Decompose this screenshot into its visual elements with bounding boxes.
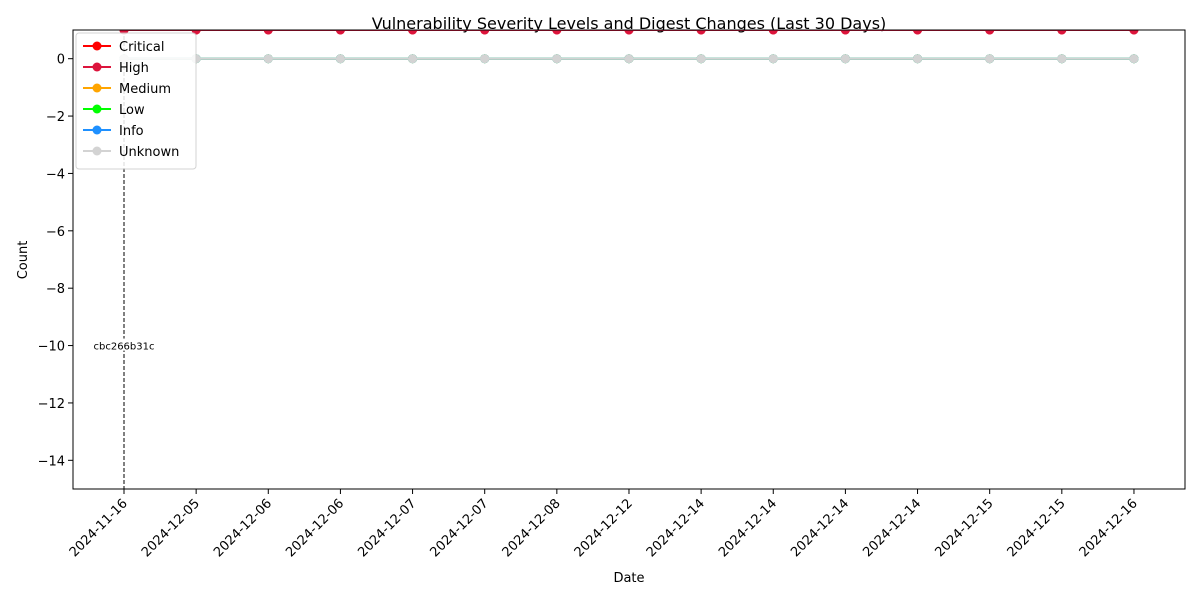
data-point-high xyxy=(985,30,995,35)
x-tick-label: 2024-11-16 xyxy=(67,496,131,560)
data-point-high xyxy=(263,30,273,35)
data-point-unknown xyxy=(840,54,850,64)
x-tick-label: 2024-12-14 xyxy=(788,496,852,560)
y-tick-label: −14 xyxy=(38,454,65,469)
x-tick-label: 2024-12-12 xyxy=(572,496,636,560)
data-point-high xyxy=(696,30,706,35)
x-tick-label: 2024-12-14 xyxy=(860,496,924,560)
data-point-high xyxy=(1129,30,1139,35)
data-point-unknown xyxy=(768,54,778,64)
y-tick-label: 0 xyxy=(57,53,65,68)
data-point-high xyxy=(1057,30,1067,35)
data-point-high xyxy=(840,30,850,35)
y-tick-label: −6 xyxy=(46,225,65,240)
legend-swatch-marker-high xyxy=(92,62,102,72)
legend-swatch-marker-medium xyxy=(92,83,102,93)
x-axis-label: Date xyxy=(613,571,644,586)
data-point-unknown xyxy=(1057,54,1067,64)
data-point-high xyxy=(913,30,923,35)
plot-frame xyxy=(72,29,1186,490)
data-point-unknown xyxy=(408,54,418,64)
chart-title: Vulnerability Severity Levels and Digest… xyxy=(372,14,887,33)
data-point-unknown xyxy=(985,54,995,64)
x-tick-label: 2024-12-07 xyxy=(427,496,491,560)
legend-swatch-marker-info xyxy=(92,125,102,135)
y-tick-label: −10 xyxy=(38,340,65,355)
data-point-high xyxy=(552,30,562,35)
data-point-unknown xyxy=(696,54,706,64)
legend-label-unknown: Unknown xyxy=(119,145,179,160)
data-point-unknown xyxy=(335,54,345,64)
y-axis-label: Count xyxy=(16,241,31,280)
y-tick-label: −12 xyxy=(38,397,65,412)
data-point-unknown xyxy=(1129,54,1139,64)
data-point-high xyxy=(335,30,345,35)
digest-change-label-bg xyxy=(91,338,157,351)
x-tick-label: 2024-12-08 xyxy=(500,496,564,560)
plot-clipped-group xyxy=(119,30,1139,489)
legend-swatch-marker-unknown xyxy=(92,146,102,156)
legend-label-critical: Critical xyxy=(119,40,164,55)
data-point-high xyxy=(408,30,418,35)
data-point-unknown xyxy=(552,54,562,64)
data-point-high xyxy=(480,30,490,35)
legend-label-low: Low xyxy=(119,103,145,118)
x-tick-label: 2024-12-16 xyxy=(1077,496,1141,560)
data-point-unknown xyxy=(624,54,634,64)
legend-label-high: High xyxy=(119,61,149,76)
x-tick-label: 2024-12-06 xyxy=(283,496,347,560)
data-point-high xyxy=(624,30,634,35)
legend: Critical High Medium Low Info Unknown xyxy=(75,32,197,170)
data-point-high xyxy=(768,30,778,35)
x-tick-label: 2024-12-05 xyxy=(139,496,203,560)
legend-swatch-marker-critical xyxy=(92,41,102,51)
x-tick-label: 2024-12-07 xyxy=(355,496,419,560)
x-tick-label: 2024-12-06 xyxy=(211,496,275,560)
x-tick-label: 2024-12-14 xyxy=(644,496,708,560)
digest-change-label: cbc266b31c xyxy=(93,342,154,353)
y-tick-label: −2 xyxy=(46,110,65,125)
data-point-unknown xyxy=(480,54,490,64)
x-tick-label: 2024-12-15 xyxy=(932,496,996,560)
legend-label-medium: Medium xyxy=(119,82,171,97)
data-point-unknown xyxy=(263,54,273,64)
y-tick-label: −4 xyxy=(46,167,65,182)
x-tick-label: 2024-12-15 xyxy=(1005,496,1069,560)
plot-area: cbc266b31c xyxy=(91,30,1139,489)
y-tick-label: −8 xyxy=(46,282,65,297)
data-point-unknown xyxy=(913,54,923,64)
legend-swatch-marker-low xyxy=(92,104,102,114)
legend-label-info: Info xyxy=(119,124,144,139)
x-tick-label: 2024-12-14 xyxy=(716,496,780,560)
